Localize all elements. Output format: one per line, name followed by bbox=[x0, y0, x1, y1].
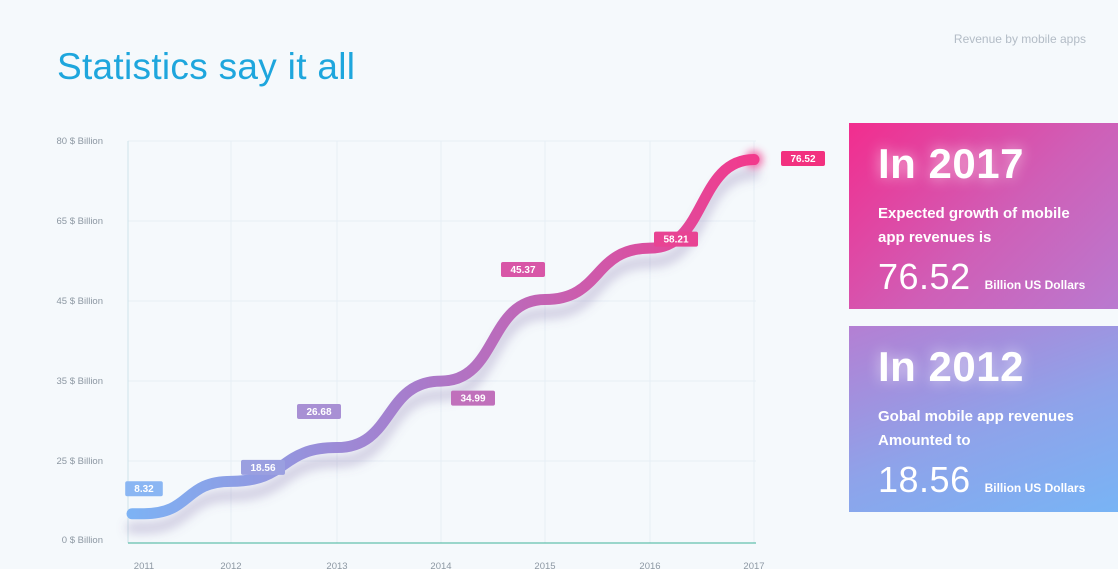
x-tick-label: 2014 bbox=[430, 561, 451, 569]
revenue-line-chart: 80 $ Billion 65 $ Billion 45 $ Billion 35 $… bbox=[57, 136, 825, 569]
page-title: Statistics say it all bbox=[57, 46, 356, 87]
y-tick-label: 80 $ Billion bbox=[57, 136, 103, 147]
data-label: 45.37 bbox=[510, 265, 535, 276]
card-2012-year: In 2012 bbox=[878, 343, 1024, 390]
data-label: 8.32 bbox=[134, 484, 154, 495]
data-label-box bbox=[297, 404, 341, 420]
card-2017-text: Expected growth of mobile app revenues i… bbox=[878, 202, 1118, 250]
y-tick-label: 65 $ Billion bbox=[57, 216, 103, 227]
page-subtitle: Revenue by mobile apps bbox=[953, 32, 1086, 46]
card-2012-unit: Billion US Dollars bbox=[984, 481, 1086, 495]
data-label: 58.21 bbox=[663, 235, 688, 246]
data-label: 34.99 bbox=[460, 394, 485, 405]
card-2017-value: 76.52 bbox=[878, 256, 971, 297]
card-2012: In 2012 Gobal mobile app revenues Amount… bbox=[849, 326, 1118, 512]
data-label-box bbox=[781, 151, 825, 167]
data-label-box bbox=[654, 231, 698, 247]
card-2017-text-line2: app revenues is bbox=[878, 229, 992, 246]
series-line-shadow bbox=[126, 167, 760, 534]
card-2012-value: 18.56 bbox=[878, 459, 971, 500]
data-label-box bbox=[125, 481, 163, 497]
card-2012-text-line1: Gobal mobile app revenues bbox=[878, 408, 1074, 425]
data-label-box bbox=[451, 390, 495, 406]
card-2012-figure: 18.56 Billion US Dollars bbox=[878, 459, 1118, 501]
x-tick-label: 2015 bbox=[534, 561, 555, 569]
data-label: 76.52 bbox=[790, 154, 815, 165]
x-tick-label: 2012 bbox=[220, 561, 241, 569]
x-tick-label: 2013 bbox=[326, 561, 347, 569]
x-tick-label: 2016 bbox=[639, 561, 660, 569]
y-tick-label: 25 $ Billion bbox=[57, 456, 103, 467]
data-label: 18.56 bbox=[250, 463, 275, 474]
y-tick-label: 35 $ Billion bbox=[57, 376, 103, 387]
card-2017-figure: 76.52 Billion US Dollars bbox=[878, 256, 1118, 298]
series-line bbox=[126, 154, 760, 520]
card-2017-year: In 2017 bbox=[878, 140, 1024, 187]
x-tick-label: 2017 bbox=[743, 561, 764, 569]
data-label-box bbox=[241, 459, 285, 475]
card-2012-text-line2: Amounted to bbox=[878, 432, 971, 449]
x-tick-label: 2011 bbox=[134, 561, 154, 569]
data-label: 26.68 bbox=[306, 407, 331, 418]
series-end-glow bbox=[745, 150, 763, 169]
card-2017: In 2017 Expected growth of mobile app re… bbox=[849, 123, 1118, 309]
card-2012-text: Gobal mobile app revenues Amounted to bbox=[878, 405, 1118, 453]
card-2017-text-line1: Expected growth of mobile bbox=[878, 205, 1070, 222]
card-2017-unit: Billion US Dollars bbox=[984, 278, 1086, 292]
data-label-box bbox=[501, 262, 545, 278]
y-tick-label: 0 $ Billion bbox=[62, 535, 103, 546]
y-tick-label: 45 $ Billion bbox=[57, 296, 103, 307]
